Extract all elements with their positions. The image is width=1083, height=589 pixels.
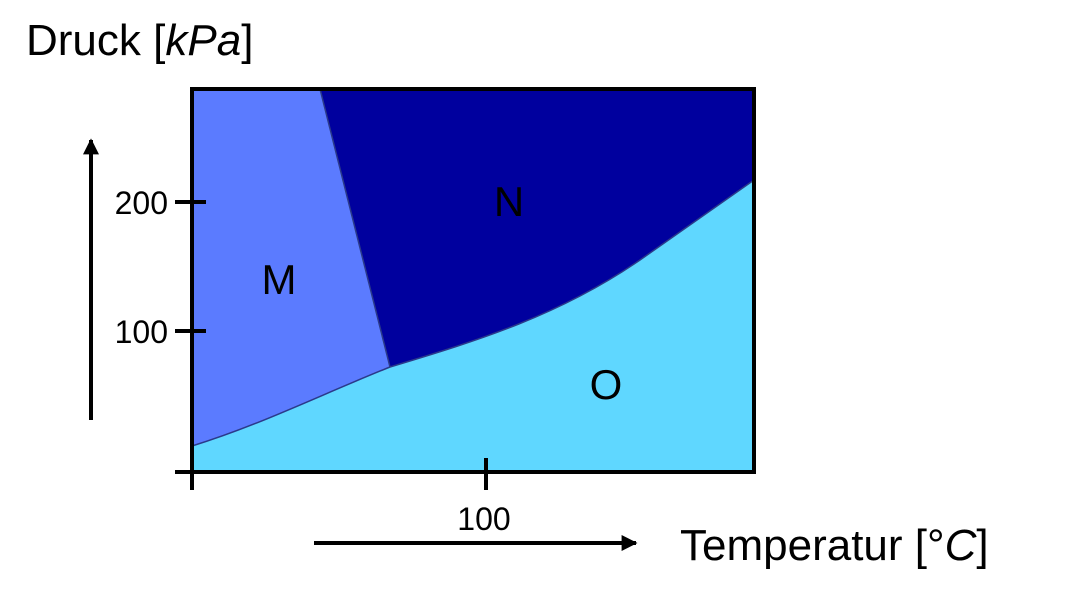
region-m [192, 89, 390, 446]
region-n [320, 89, 754, 367]
region-label-m: M [262, 256, 297, 303]
x-tick-label-100: 100 [457, 501, 510, 537]
y-tick-label-200: 200 [115, 185, 168, 221]
boundary-m-n [319, 88, 391, 368]
x-axis-title: Temperatur [°C] [680, 521, 989, 570]
plot-frame [190, 87, 756, 474]
region-label-o: O [590, 361, 623, 408]
y-axis-title: Druck [kPa] [26, 16, 253, 65]
region-label-n: N [494, 178, 524, 225]
y-axis-title-main: Druck [ [26, 16, 165, 65]
boundary-o [191, 179, 755, 447]
x-axis-title-end: ] [976, 521, 988, 570]
x-axis-title-unit: C [945, 521, 978, 570]
y-axis-title-end: ] [241, 16, 253, 65]
y-axis-title-unit: kPa [165, 16, 241, 65]
x-axis-title-main: Temperatur [° [680, 521, 945, 570]
y-tick-label-100: 100 [115, 314, 168, 350]
region-o [192, 180, 754, 472]
